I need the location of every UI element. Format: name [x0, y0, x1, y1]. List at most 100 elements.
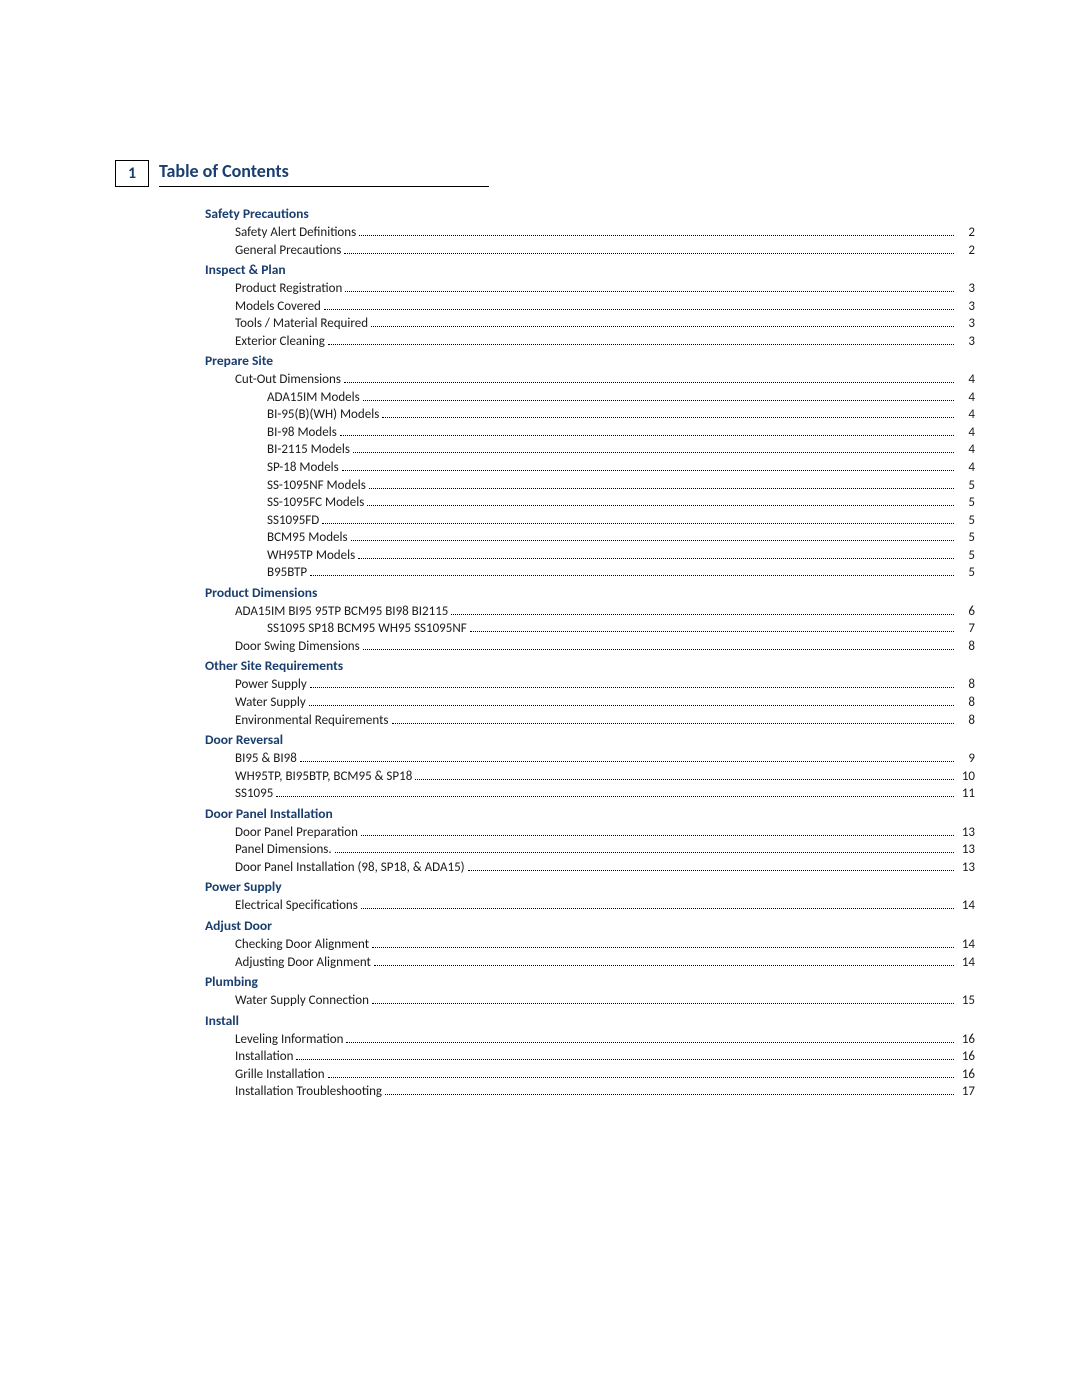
toc-leader-dots	[351, 540, 954, 541]
toc-entry: Exterior Cleaning3	[205, 333, 975, 351]
toc-leader-dots	[361, 835, 954, 836]
toc-entry: Door Panel Installation (98, SP18, & ADA…	[205, 859, 975, 877]
toc-entry-page: 9	[957, 750, 975, 768]
toc-entry-page: 11	[957, 785, 975, 803]
toc-entry: BI95 & BI98 9	[205, 750, 975, 768]
toc-entry-label: Water Supply Connection	[235, 992, 369, 1010]
toc-leader-dots	[342, 470, 954, 471]
toc-entry-page: 4	[957, 459, 975, 477]
toc-entry: Grille Installation16	[205, 1066, 975, 1084]
toc-entry-label: SS1095	[235, 785, 273, 803]
toc-entry-page: 4	[957, 389, 975, 407]
toc-leader-dots	[340, 435, 954, 436]
toc-entry-page: 4	[957, 406, 975, 424]
toc-entry: BI-98 Models4	[205, 424, 975, 442]
toc-entry-label: B95BTP	[267, 564, 307, 582]
toc-leader-dots	[324, 309, 954, 310]
toc-entry: Electrical Specifications 14	[205, 897, 975, 915]
toc-leader-dots	[363, 649, 954, 650]
toc-leader-dots	[359, 235, 954, 236]
toc-entry: WH95TP Models5	[205, 547, 975, 565]
toc-leader-dots	[276, 796, 954, 797]
toc-entry: Adjusting Door Alignment14	[205, 954, 975, 972]
toc-entry-label: Water Supply	[235, 694, 306, 712]
section-heading: Power Supply	[205, 878, 975, 895]
toc-leader-dots	[310, 687, 954, 688]
toc-entry-page: 16	[957, 1031, 975, 1049]
toc-entry-page: 14	[957, 936, 975, 954]
toc-entry-page: 5	[957, 529, 975, 547]
toc-leader-dots	[363, 400, 954, 401]
toc-leader-dots	[371, 326, 954, 327]
toc-leader-dots	[344, 253, 954, 254]
toc-entry: Leveling Information 16	[205, 1031, 975, 1049]
section-heading: Adjust Door	[205, 917, 975, 934]
toc-entry-label: Models Covered	[235, 298, 321, 316]
toc-entry-label: BI-95(B)(WH) Models	[267, 406, 379, 424]
toc-entry: ADA15IM BI95 95TP BCM95 BI98 BI21156	[205, 603, 975, 621]
toc-leader-dots	[346, 1042, 954, 1043]
toc-entry-page: 6	[957, 603, 975, 621]
toc-entry-page: 2	[957, 242, 975, 260]
toc-entry-label: Leveling Information	[235, 1031, 343, 1049]
toc-entry-page: 13	[957, 859, 975, 877]
toc-leader-dots	[361, 908, 954, 909]
toc-entry-label: SS1095FD	[267, 512, 319, 530]
toc-entry-page: 13	[957, 841, 975, 859]
toc-entry-label: Installation Troubleshooting	[235, 1083, 382, 1101]
toc-entry-label: WH95TP, BI95BTP, BCM95 & SP18	[235, 768, 412, 786]
toc-entry: General Precautions2	[205, 242, 975, 260]
toc-entry-page: 8	[957, 694, 975, 712]
toc-entry-page: 5	[957, 564, 975, 582]
toc-entry-page: 17	[957, 1083, 975, 1101]
toc-entry: Door Panel Preparation13	[205, 824, 975, 842]
toc-entry: Models Covered 3	[205, 298, 975, 316]
toc-entry-label: SP-18 Models	[267, 459, 339, 477]
toc-entry-page: 8	[957, 638, 975, 656]
toc-title: Table of Contents	[159, 160, 289, 182]
toc-entry-label: BI95 & BI98	[235, 750, 297, 768]
document-page: 1 Table of Contents Safety PrecautionsSa…	[0, 0, 1080, 1101]
toc-entry-page: 13	[957, 824, 975, 842]
toc-entry-page: 5	[957, 547, 975, 565]
toc-entry-label: Grille Installation	[235, 1066, 325, 1084]
toc-entry-label: Product Registration	[235, 280, 342, 298]
toc-entry-page: 7	[957, 620, 975, 638]
title-underline: Table of Contents	[159, 160, 489, 187]
page-number: 1	[128, 164, 136, 183]
section-heading: Other Site Requirements	[205, 657, 975, 674]
toc-leader-dots	[372, 947, 954, 948]
section-heading: Prepare Site	[205, 352, 975, 369]
toc-leader-dots	[353, 452, 954, 453]
toc-leader-dots	[344, 382, 954, 383]
toc-entry: Installation16	[205, 1048, 975, 1066]
toc-leader-dots	[372, 1003, 954, 1004]
toc-entry: ADA15IM Models 4	[205, 389, 975, 407]
toc-entry: Door Swing Dimensions8	[205, 638, 975, 656]
toc-entry: Panel Dimensions. 13	[205, 841, 975, 859]
toc-entry-label: BI-2115 Models	[267, 441, 350, 459]
toc-leader-dots	[470, 631, 954, 632]
toc-leader-dots	[300, 761, 954, 762]
toc-entry-page: 14	[957, 897, 975, 915]
toc-entry-label: Adjusting Door Alignment	[235, 954, 371, 972]
toc-entry-label: Cut-Out Dimensions	[235, 371, 341, 389]
toc-leader-dots	[369, 488, 954, 489]
section-heading: Safety Precautions	[205, 205, 975, 222]
toc-entry-page: 16	[957, 1048, 975, 1066]
toc-entry: SS1095FD5	[205, 512, 975, 530]
toc-leader-dots	[468, 870, 954, 871]
toc-entry-label: ADA15IM Models	[267, 389, 360, 407]
toc-entry-page: 5	[957, 477, 975, 495]
toc-entry: Installation Troubleshooting 17	[205, 1083, 975, 1101]
toc-leader-dots	[374, 965, 954, 966]
toc-entry: Water Supply 8	[205, 694, 975, 712]
toc-entry-page: 8	[957, 676, 975, 694]
toc-entry: SS1095 11	[205, 785, 975, 803]
toc-entry-label: Tools / Material Required	[235, 315, 368, 333]
toc-entry-label: Panel Dimensions.	[235, 841, 332, 859]
toc-entry-page: 3	[957, 298, 975, 316]
toc-entry: BI-2115 Models4	[205, 441, 975, 459]
toc-entry-label: BCM95 Models	[267, 529, 348, 547]
toc-entry-label: Electrical Specifications	[235, 897, 358, 915]
